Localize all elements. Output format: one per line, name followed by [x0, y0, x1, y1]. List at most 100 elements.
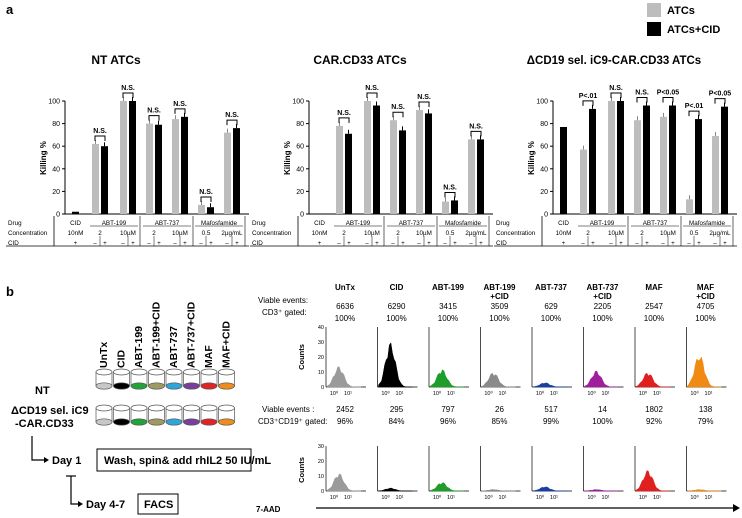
cid-mark: +	[723, 240, 727, 247]
tube-liquid	[165, 382, 183, 390]
nt-gated-pct: 100%	[335, 314, 355, 323]
cid-mark: –	[337, 240, 341, 247]
conc-label: 0.5	[446, 230, 455, 237]
conc-label: 2	[586, 230, 590, 237]
tube-nt	[130, 368, 148, 390]
drug-label: CID	[70, 220, 81, 227]
cid-mark: –	[173, 240, 177, 247]
chart-title: CAR.CD33 ATCs	[313, 53, 407, 67]
facs-hist-nt: 10⁰ 10¹	[634, 327, 675, 397]
tube-top	[95, 404, 113, 412]
cid-mark: +	[401, 240, 405, 247]
bar-atcs	[120, 101, 127, 214]
tube-liquid	[130, 418, 148, 426]
significance-label: N.S.	[417, 94, 431, 101]
hist-x-tick: 10¹	[396, 391, 404, 397]
cid-mark: –	[93, 240, 97, 247]
facs-col-label: +CID	[696, 292, 715, 301]
histogram-nt	[687, 356, 722, 388]
bar-atcs	[468, 139, 475, 214]
bar-atcs	[416, 110, 423, 214]
row-label: Drug	[252, 220, 266, 227]
hist-y-tick: 10	[318, 474, 324, 480]
facs-col-label: CID	[390, 283, 404, 292]
tube-label: UnTx	[98, 342, 110, 368]
hist-x-tick: 10¹	[705, 495, 713, 501]
hist-x-tick: 10¹	[550, 391, 558, 397]
tube-nt	[95, 368, 113, 390]
significance-label: N.S.	[443, 184, 457, 191]
cid-mark: –	[443, 240, 447, 247]
tube-grid	[95, 368, 235, 426]
cid-mark: +	[671, 240, 675, 247]
facs-col-label: UnTx	[335, 283, 356, 292]
cid-mark: –	[469, 240, 473, 247]
bar-cid-alone	[316, 214, 323, 215]
hist-x-tick: 10⁰	[381, 494, 390, 501]
flow-arrow-1	[31, 436, 44, 461]
significance-label: N.S.	[173, 101, 187, 108]
nt-event-count: 6636	[336, 302, 354, 311]
nt-gated-pct: 100%	[489, 314, 509, 323]
tube-label: MAF	[203, 345, 215, 368]
hist-y-tick: 0	[321, 385, 324, 391]
facs-hist-nt: 10⁰ 10¹	[583, 327, 624, 397]
icar-event-count: 14	[598, 405, 607, 414]
step-day1: Day 1	[52, 455, 81, 467]
drug-label: ABT-737	[643, 220, 668, 227]
y-tick-label: 0	[56, 212, 60, 219]
significance-label: N.S.	[635, 90, 649, 97]
tube-top	[200, 368, 218, 376]
chart-title: NT ATCs	[91, 53, 141, 67]
tube-nt	[148, 368, 165, 390]
hist-x-tick: 10¹	[344, 495, 352, 501]
significance-label: N.S.	[609, 85, 623, 92]
hist-x-tick: 10¹	[447, 391, 455, 397]
cid-mark: +	[157, 240, 161, 247]
step-facs: FACS	[144, 499, 173, 511]
tube-top	[113, 368, 130, 376]
significance-bracket	[200, 196, 212, 202]
conc-label: 10µM	[120, 230, 136, 237]
cid-mark: –	[635, 240, 639, 247]
cid-mark: +	[103, 240, 107, 247]
facs-col-label: ABT-199	[432, 283, 465, 292]
cid-mark: +	[74, 240, 78, 247]
facs-grid: UnTx6636100%245296%CID6290100%29584%ABT-…	[297, 283, 727, 501]
bar-atcs-cid	[477, 139, 484, 214]
hist-y-tick: 0	[321, 489, 324, 495]
tube-nt	[113, 368, 130, 390]
icar-gated-pct: 96%	[337, 417, 353, 426]
step-wash-box	[96, 448, 252, 472]
significance-label: P<.01	[579, 93, 598, 100]
facs-hist-icar: 10⁰ 10¹	[325, 446, 366, 501]
conc-label: 10µM	[172, 230, 188, 237]
tube-icar	[183, 404, 200, 426]
icar-event-count: 2452	[336, 405, 354, 414]
facs-hist-icar: 10⁰ 10¹	[480, 446, 521, 501]
hist-x-tick: 10¹	[499, 495, 507, 501]
cid-mark: +	[479, 240, 483, 247]
significance-label: N.S.	[469, 123, 483, 130]
bar-atcs-cid	[181, 116, 188, 214]
icar-event-count: 26	[495, 405, 504, 414]
facs-hist-nt: 10⁰ 10¹	[325, 327, 366, 397]
significance-bracket	[392, 111, 404, 118]
hist-y-tick: 10	[318, 370, 324, 376]
bar-atcs-cid	[721, 106, 728, 214]
nt-gated-pct: 100%	[695, 314, 715, 323]
tube-icar	[113, 404, 130, 426]
conc-label: 2	[396, 230, 400, 237]
tube-label: CID	[116, 350, 128, 369]
row-label-icar-1: ΔCD19 sel. iC9	[11, 405, 89, 417]
bar-atcs	[390, 120, 397, 214]
hist-x-tick: 10⁰	[536, 494, 545, 501]
cid-mark: +	[453, 240, 457, 247]
tube-icar	[165, 404, 183, 426]
hist-x-tick: 10¹	[396, 495, 404, 501]
cid-mark: –	[225, 240, 229, 247]
step-day47: Day 4-7	[86, 499, 125, 511]
